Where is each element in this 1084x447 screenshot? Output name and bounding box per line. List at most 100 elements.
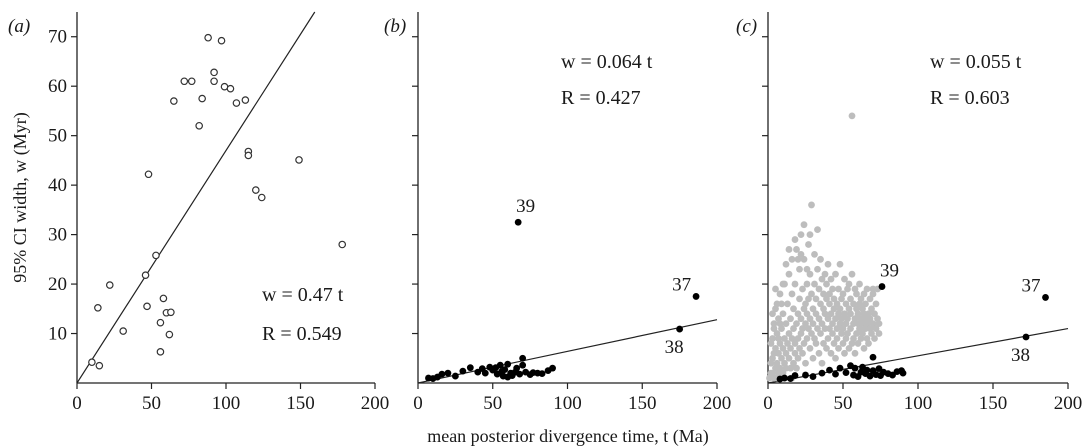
data-point: [119, 327, 127, 335]
data-point: [778, 369, 785, 377]
data-point: [781, 374, 788, 382]
x-tick-label: 100: [212, 393, 241, 414]
data-point: [814, 265, 821, 273]
data-point: [817, 300, 824, 308]
data-point: [791, 372, 799, 379]
data-point: [803, 310, 811, 318]
data-point: [823, 295, 830, 303]
data-point: [257, 193, 266, 202]
data-point: [847, 325, 854, 332]
y-tick-label: 50: [48, 126, 67, 147]
data-point: [800, 255, 808, 263]
data-point: [812, 340, 820, 347]
data-point: [785, 270, 793, 278]
data-point: [826, 290, 833, 298]
data-point: [793, 320, 800, 328]
data-point: [805, 325, 812, 332]
data-point: [794, 354, 802, 362]
data-point: [818, 359, 826, 367]
data-point: [802, 320, 809, 328]
data-point: [165, 330, 174, 339]
x-tick-label: 150: [628, 393, 657, 414]
data-point: [856, 280, 863, 288]
panel-c: 0 50 100 150 200 39 37 38 (c) w = 0.055 t R = 0.60…: [736, 12, 1082, 414]
data-point: [829, 330, 836, 337]
correlation-value: R = 0.427: [561, 87, 641, 109]
data-point: [823, 280, 830, 288]
data-point: [850, 335, 857, 342]
data-point: [827, 275, 835, 283]
data-point: [785, 330, 793, 337]
data-point: [796, 344, 803, 352]
data-point: [88, 358, 96, 367]
data-point: [187, 77, 196, 86]
y-tick-label: 40: [48, 175, 67, 196]
x-axis-title: mean posterior divergence time, t (Ma): [427, 426, 709, 447]
data-point: [769, 369, 776, 377]
data-point: [815, 285, 823, 293]
data-point: [853, 290, 860, 298]
data-point: [824, 335, 832, 342]
data-point: [195, 121, 203, 130]
data-point: [826, 300, 833, 308]
data-point: [826, 325, 833, 332]
data-point: [806, 344, 814, 352]
data-point: [863, 320, 871, 328]
data-point: [198, 94, 206, 103]
data-point: [844, 330, 851, 337]
data-point: [797, 250, 805, 258]
point-label: 38: [665, 337, 684, 358]
fit-line: [767, 327, 1069, 384]
panel-b: 0 50 100 150 200 39 37 38 (b) w = 0.064 t R = 0.42…: [384, 12, 731, 414]
data-point: [788, 335, 796, 342]
data-point: [159, 294, 168, 303]
data-point: [790, 359, 797, 367]
data-point: [824, 260, 832, 268]
x-tick-label: 100: [904, 393, 933, 414]
data-point: [806, 231, 814, 239]
data-point: [817, 330, 824, 337]
data-point: [812, 310, 820, 318]
data-point: [516, 370, 524, 378]
data-point: [519, 361, 527, 369]
x-tick-label: 150: [979, 393, 1008, 414]
data-point: [862, 300, 869, 308]
data-point: [775, 335, 782, 342]
data-point: [812, 295, 820, 303]
data-point: [793, 246, 800, 253]
data-point: [778, 300, 785, 308]
y-tick-label: 20: [48, 274, 67, 295]
data-point: [826, 366, 833, 374]
data-point: [847, 310, 854, 318]
data-point: [152, 251, 160, 260]
data-point: [538, 370, 546, 378]
data-point: [451, 372, 459, 380]
data-point: [808, 201, 815, 209]
data-point: [459, 367, 467, 375]
data-point: [781, 335, 788, 342]
data-point: [853, 330, 860, 337]
data-point: [899, 369, 907, 377]
point-label: 39: [516, 196, 535, 217]
data-point: [802, 359, 809, 367]
data-point: [851, 315, 859, 323]
data-point: [770, 349, 778, 357]
data-point: [210, 68, 218, 77]
data-point: [847, 295, 854, 303]
data-point: [808, 330, 815, 337]
data-point: [787, 344, 794, 352]
data-point: [805, 295, 812, 303]
data-point: [692, 293, 700, 300]
data-point: [767, 359, 775, 367]
data-point: [784, 300, 791, 308]
data-point: [800, 340, 808, 347]
data-point: [167, 308, 175, 317]
data-point: [871, 335, 878, 342]
x-tick-label: 0: [413, 393, 423, 414]
data-point: [338, 240, 347, 249]
x-tick-label: 50: [834, 393, 853, 414]
data-point: [832, 270, 839, 278]
data-point: [772, 285, 779, 293]
data-point: [863, 285, 871, 293]
fit-line: [76, 11, 316, 384]
